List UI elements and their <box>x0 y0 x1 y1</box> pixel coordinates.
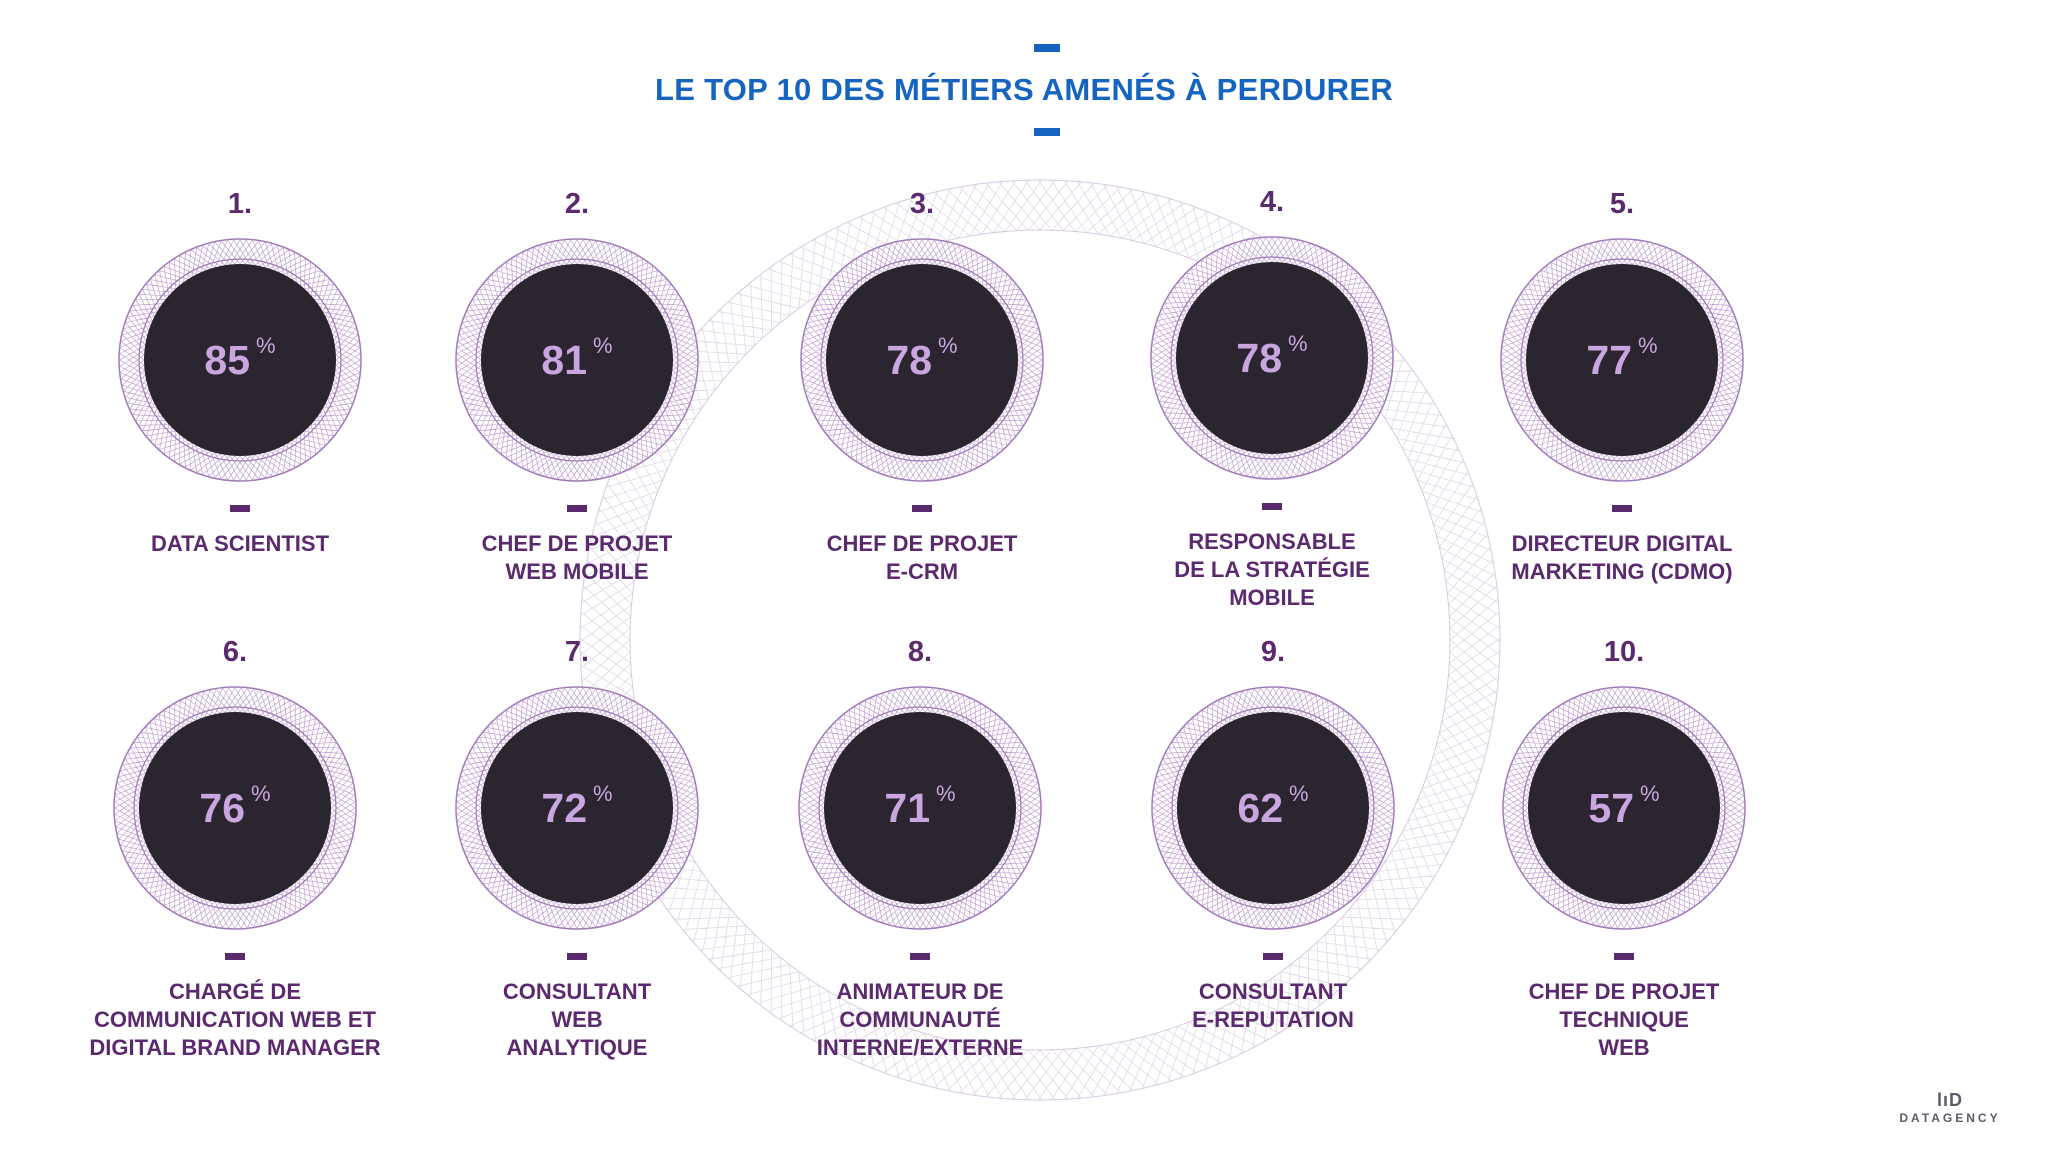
percent-badge: 62% <box>1151 686 1395 930</box>
percent-value: 72% <box>455 686 699 930</box>
percent-sign: % <box>1640 781 1660 806</box>
job-title: CHEF DE PROJET WEB MOBILE <box>481 531 673 584</box>
badge-ring-graphic <box>455 686 699 930</box>
percent-sign: % <box>936 781 956 806</box>
job-title: DATA SCIENTIST <box>150 531 330 556</box>
rank-number: 4. <box>1259 186 1285 218</box>
label-dash <box>567 953 587 960</box>
job-title: RESPONSABLE DE LA STRATÉGIE MOBILE <box>1174 529 1370 610</box>
percent-sign: % <box>251 781 271 806</box>
logo-mark: lıD <box>1936 1090 1963 1110</box>
percent-sign: % <box>593 781 613 806</box>
percent-sign: % <box>1638 333 1658 358</box>
rank-number: 1. <box>227 188 253 220</box>
badge-ring-graphic <box>1150 236 1394 480</box>
job-title: CONSULTANT E-REPUTATION <box>1192 979 1354 1032</box>
rank-number: 10. <box>1603 636 1645 668</box>
label-dash <box>1262 503 1282 510</box>
label-dash <box>225 953 245 960</box>
percent-sign: % <box>1288 331 1308 356</box>
datagency-logo: lıD DATAGENCY <box>1895 1090 2005 1125</box>
percent-value: 57% <box>1502 686 1746 930</box>
percent-value: 77% <box>1500 238 1744 482</box>
badge-ring-graphic <box>1151 686 1395 930</box>
percent-value: 78% <box>800 238 1044 482</box>
percent-number: 57 <box>1588 784 1635 831</box>
badge-ring-graphic <box>1502 686 1746 930</box>
badge-ring-graphic <box>800 238 1044 482</box>
percent-badge: 78% <box>1150 236 1394 480</box>
percent-number: 78 <box>1236 334 1283 381</box>
badge-ring-graphic <box>1500 238 1744 482</box>
percent-number: 71 <box>884 784 931 831</box>
percent-number: 62 <box>1237 784 1284 831</box>
percent-value: 81% <box>455 238 699 482</box>
percent-value: 71% <box>798 686 1042 930</box>
percent-badge: 76% <box>113 686 357 930</box>
percent-number: 72 <box>541 784 588 831</box>
percent-badge: 85% <box>118 238 362 482</box>
logo-text: DATAGENCY <box>1899 1111 2001 1125</box>
title-dash-bottom <box>1034 128 1060 136</box>
job-title: CHEF DE PROJET TECHNIQUE WEB <box>1528 979 1720 1060</box>
badge-ring-graphic <box>455 238 699 482</box>
label-dash <box>567 505 587 512</box>
percent-value: 85% <box>118 238 362 482</box>
label-dash <box>1263 953 1283 960</box>
rank-number: 5. <box>1609 188 1635 220</box>
page-title: LE TOP 10 DES MÉTIERS AMENÉS À PERDURER <box>654 72 1394 107</box>
job-title: DIRECTEUR DIGITAL MARKETING (CDMO) <box>1511 531 1733 584</box>
percent-sign: % <box>593 333 613 358</box>
rank-number: 8. <box>907 636 933 668</box>
label-dash <box>1612 505 1632 512</box>
percent-sign: % <box>1289 781 1309 806</box>
percent-number: 78 <box>886 336 933 383</box>
job-title: CHARGÉ DE COMMUNICATION WEB ET DIGITAL B… <box>89 979 381 1060</box>
percent-number: 77 <box>1586 336 1633 383</box>
title-dash-top <box>1034 44 1060 52</box>
rank-number: 3. <box>909 188 935 220</box>
percent-sign: % <box>256 333 276 358</box>
job-title: CONSULTANT WEB ANALYTIQUE <box>502 979 652 1060</box>
badge-ring-graphic <box>113 686 357 930</box>
percent-value: 78% <box>1150 236 1394 480</box>
rank-number: 7. <box>564 636 590 668</box>
label-dash <box>1614 953 1634 960</box>
label-dash <box>230 505 250 512</box>
badge-ring-graphic <box>118 238 362 482</box>
percent-badge: 72% <box>455 686 699 930</box>
percent-badge: 78% <box>800 238 1044 482</box>
percent-sign: % <box>938 333 958 358</box>
percent-badge: 57% <box>1502 686 1746 930</box>
rank-number: 6. <box>222 636 248 668</box>
badge-ring-graphic <box>798 686 1042 930</box>
job-title: ANIMATEUR DE COMMUNAUTÉ INTERNE/EXTERNE <box>816 979 1024 1060</box>
percent-badge: 77% <box>1500 238 1744 482</box>
percent-number: 81 <box>541 336 588 383</box>
percent-number: 85 <box>204 336 251 383</box>
label-dash <box>910 953 930 960</box>
job-title: CHEF DE PROJET E-CRM <box>826 531 1018 584</box>
percent-value: 62% <box>1151 686 1395 930</box>
percent-badge: 81% <box>455 238 699 482</box>
percent-value: 76% <box>113 686 357 930</box>
percent-number: 76 <box>199 784 246 831</box>
rank-number: 9. <box>1260 636 1286 668</box>
label-dash <box>912 505 932 512</box>
rank-number: 2. <box>564 188 590 220</box>
percent-badge: 71% <box>798 686 1042 930</box>
